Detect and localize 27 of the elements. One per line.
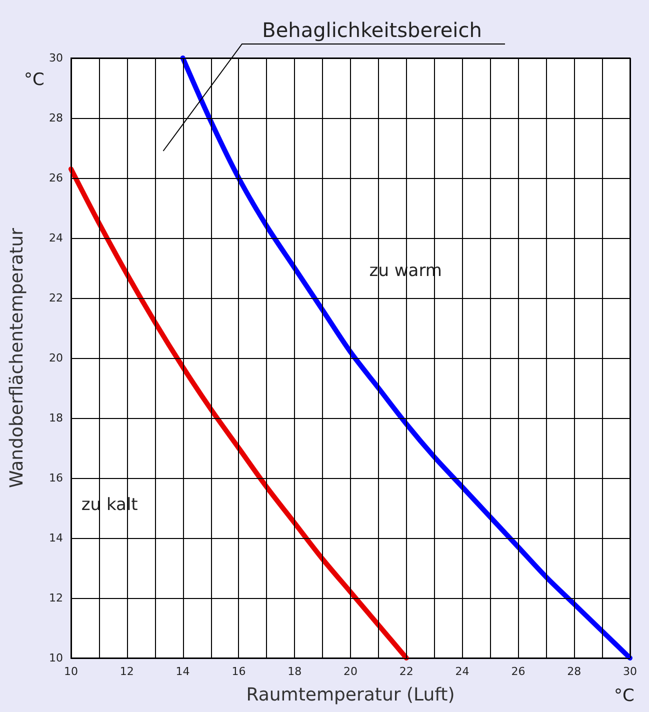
y-tick-label: 12	[49, 592, 63, 604]
y-tick-label: 24	[49, 232, 63, 244]
y-tick-label: 26	[49, 172, 63, 184]
x-axis-title: Raumtemperatur (Luft)	[246, 684, 455, 706]
y-tick-label: 14	[49, 532, 63, 544]
y-tick-label: 18	[49, 412, 63, 424]
x-tick-label: 22	[399, 665, 414, 678]
x-tick-label: 14	[176, 665, 190, 678]
text: Behaglichkeitsbereich	[262, 18, 482, 42]
x-tick-label: 18	[288, 665, 302, 678]
text: °C	[24, 70, 44, 90]
y-tick-label: 28	[49, 112, 63, 124]
x-tick-label: 24	[455, 665, 470, 678]
x-tick-label: 20	[344, 665, 358, 678]
x-tick-label: 12	[120, 665, 134, 678]
y-tick-label: 30	[49, 52, 63, 64]
x-tick-label: 30	[623, 665, 637, 678]
y-axis-title: Wandoberflächentemperatur	[6, 227, 28, 488]
x-tick-label: 28	[567, 665, 582, 678]
x-tick-label: 16	[232, 665, 246, 678]
y-tick-label: 16	[49, 472, 63, 484]
y-tick-label: 20	[49, 352, 63, 364]
x-tick-label: 10	[64, 665, 78, 678]
y-tick-label: 22	[49, 292, 63, 304]
text: °C	[614, 686, 634, 706]
y-tick-label: 10	[49, 652, 63, 664]
x-tick-label: 26	[511, 665, 526, 678]
